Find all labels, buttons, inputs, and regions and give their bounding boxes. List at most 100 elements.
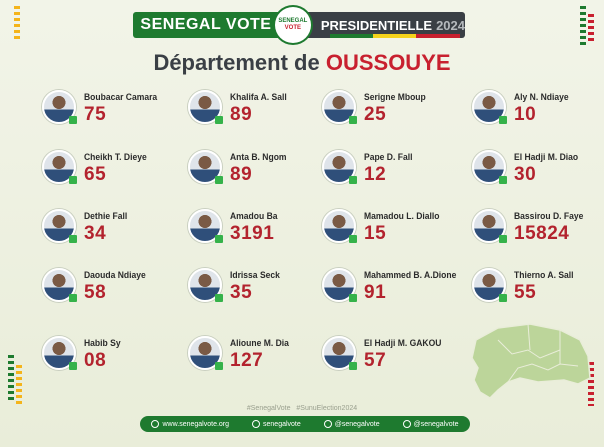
candidate-name: Bassirou D. Faye: [514, 211, 584, 222]
senegal-map-icon: [471, 323, 591, 399]
decorative-dots-right-bottom: [588, 362, 594, 406]
election-name: PRESIDENTIELLE: [320, 17, 433, 33]
candidate-avatar: [472, 209, 507, 243]
candidate-card: Cheikh T. Dieye 65: [42, 150, 182, 198]
candidate-name: Khalifa A. Sall: [230, 92, 287, 103]
candidate-votes: 35: [230, 282, 253, 303]
decorative-dots-right-top: [580, 6, 586, 48]
candidate-avatar: [42, 90, 77, 124]
candidate-avatar: [42, 268, 77, 302]
candidate-name: El Hadji M. GAKOU: [364, 338, 442, 349]
candidate-card: Mamadou L. Diallo 15: [322, 209, 462, 257]
candidate-avatar: [188, 268, 223, 302]
candidate-card: Anta B. Ngom 89: [188, 150, 328, 198]
footer-instagram[interactable]: @senegalvote: [402, 420, 459, 428]
candidate-avatar: [188, 209, 223, 243]
candidate-votes: 58: [84, 282, 107, 303]
candidate-card: Habib Sy 08: [42, 336, 182, 384]
footer-instagram-text: @senegalvote: [413, 420, 459, 428]
candidate-votes: 15: [364, 223, 387, 244]
candidate-avatar: [472, 150, 507, 184]
title-prefix: Département de: [153, 50, 320, 75]
footer-website-text: www.senegalvote.org: [162, 420, 230, 428]
candidate-votes: 89: [230, 164, 253, 185]
flag-stripe: [330, 34, 460, 38]
candidate-card: Aly N. Ndiaye 10: [472, 90, 604, 138]
seal-vote-text: VOTE: [284, 25, 302, 31]
candidate-name: Aly N. Ndiaye: [514, 92, 569, 103]
candidate-avatar: [322, 268, 357, 302]
candidate-avatar: [322, 90, 357, 124]
candidate-card: Mahammed B. A.Dione 91: [322, 268, 462, 316]
candidate-card: Boubacar Camara 75: [42, 90, 182, 138]
candidate-votes: 127: [230, 350, 264, 371]
candidate-card: Idrissa Seck 35: [188, 268, 328, 316]
candidate-name: Thierno A. Sall: [514, 270, 574, 281]
candidate-name: Alioune M. Dia: [230, 338, 289, 349]
candidate-card: Khalifa A. Sall 89: [188, 90, 328, 138]
candidate-votes: 15824: [514, 223, 570, 244]
candidate-avatar: [472, 268, 507, 302]
candidate-avatar: [42, 336, 77, 370]
header-banner: SENEGAL VOTE SENEGAL VOTE PRESIDENTIELLE…: [133, 5, 465, 45]
decorative-dots-left-bottom-2: [16, 365, 22, 405]
footer-twitter[interactable]: @senegalvote: [323, 420, 380, 428]
footer-twitter-text: @senegalvote: [334, 420, 380, 428]
candidate-name: Mamadou L. Diallo: [364, 211, 440, 222]
brand-label: SENEGAL VOTE: [133, 12, 279, 38]
candidate-avatar: [472, 90, 507, 124]
candidate-votes: 08: [84, 350, 107, 371]
candidate-name: Serigne Mboup: [364, 92, 426, 103]
decorative-dots-left-bottom: [8, 355, 14, 403]
candidate-card: Dethie Fall 34: [42, 209, 182, 257]
candidate-votes: 10: [514, 104, 537, 125]
election-year: 2024: [436, 17, 465, 33]
candidate-card: Thierno A. Sall 55: [472, 268, 604, 316]
footer-bar: www.senegalvote.org senegalvote @senegal…: [140, 416, 470, 432]
candidate-votes: 65: [84, 164, 107, 185]
candidate-votes: 34: [84, 223, 107, 244]
candidate-card: Bassirou D. Faye 15824: [472, 209, 604, 257]
page-title: Département de OUSSOUYE: [0, 50, 604, 76]
candidate-card: Amadou Ba 3191: [188, 209, 328, 257]
candidate-avatar: [322, 209, 357, 243]
department-name: OUSSOUYE: [325, 50, 451, 75]
candidate-name: Cheikh T. Dieye: [84, 152, 147, 163]
candidate-votes: 91: [364, 282, 387, 303]
candidate-name: Pape D. Fall: [364, 152, 413, 163]
candidate-avatar: [322, 336, 357, 370]
candidate-card: Serigne Mboup 25: [322, 90, 462, 138]
candidate-avatar: [188, 336, 223, 370]
candidate-card: Pape D. Fall 12: [322, 150, 462, 198]
candidate-votes: 3191: [230, 223, 275, 244]
candidate-votes: 55: [514, 282, 537, 303]
twitter-icon: [323, 420, 332, 428]
candidate-name: Dethie Fall: [84, 211, 128, 222]
candidate-avatar: [188, 90, 223, 124]
candidate-avatar: [322, 150, 357, 184]
facebook-icon: [252, 420, 261, 428]
decorative-dots-left-top: [14, 6, 20, 42]
candidate-votes: 12: [364, 164, 387, 185]
candidate-name: Amadou Ba: [230, 211, 278, 222]
candidate-avatar: [188, 150, 223, 184]
footer-facebook[interactable]: senegalvote: [252, 420, 301, 428]
candidate-votes: 25: [364, 104, 387, 125]
candidate-votes: 57: [364, 350, 387, 371]
instagram-icon: [402, 420, 411, 428]
candidate-votes: 89: [230, 104, 253, 125]
candidate-name: Idrissa Seck: [230, 270, 280, 281]
globe-icon: [151, 420, 160, 428]
hashtags: #SenegalVote #SunuElection2024: [246, 405, 358, 412]
logo-seal: SENEGAL VOTE: [272, 5, 313, 45]
decorative-dots-right-top-2: [588, 14, 594, 44]
candidate-card: Daouda Ndiaye 58: [42, 268, 182, 316]
candidate-card: Alioune M. Dia 127: [188, 336, 328, 384]
candidate-name: Mahammed B. A.Dione: [364, 270, 457, 281]
candidate-votes: 30: [514, 164, 537, 185]
candidate-name: Anta B. Ngom: [230, 152, 287, 163]
footer-facebook-text: senegalvote: [263, 420, 301, 428]
footer-website[interactable]: www.senegalvote.org: [151, 420, 229, 428]
candidate-card: El Hadji M. GAKOU 57: [322, 336, 462, 384]
